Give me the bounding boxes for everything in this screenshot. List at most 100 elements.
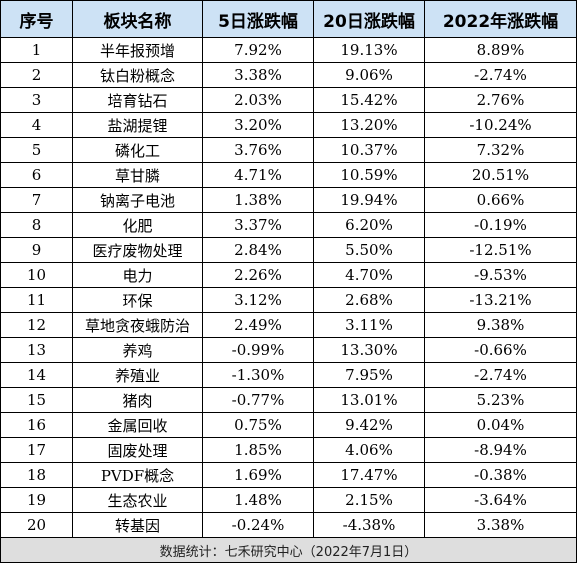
change-20day-cell: 5.50% <box>313 237 425 263</box>
sector-name-cell: 钛白粉概念 <box>72 62 203 88</box>
change-20day-cell: 6.20% <box>313 212 425 238</box>
sector-name-cell: 草地贪夜蛾防治 <box>72 312 203 338</box>
row-index-cell: 8 <box>0 212 73 238</box>
row-index-cell: 12 <box>0 312 73 338</box>
change-20day-cell: 15.42% <box>313 87 425 113</box>
header-20day-change: 20日涨跌幅 <box>313 0 425 38</box>
change-2022-cell: -13.21% <box>424 287 577 313</box>
change-5day-cell: 4.71% <box>202 162 314 188</box>
change-20day-cell: 13.30% <box>313 337 425 363</box>
row-index-cell: 7 <box>0 187 73 213</box>
change-20day-cell: 7.95% <box>313 362 425 388</box>
sector-name-cell: 盐湖提锂 <box>72 112 203 138</box>
sector-name-cell: 金属回收 <box>72 412 203 438</box>
change-2022-cell: 5.23% <box>424 387 577 413</box>
change-20day-cell: 17.47% <box>313 462 425 488</box>
change-5day-cell: 0.75% <box>202 412 314 438</box>
row-index-cell: 17 <box>0 437 73 463</box>
table-row: 9 医疗废物处理 2.84% 5.50% -12.51% <box>0 237 577 263</box>
change-5day-cell: 3.76% <box>202 137 314 163</box>
change-5day-cell: 3.12% <box>202 287 314 313</box>
row-index-cell: 6 <box>0 162 73 188</box>
row-index-cell: 3 <box>0 87 73 113</box>
row-index-cell: 18 <box>0 462 73 488</box>
change-20day-cell: 13.01% <box>313 387 425 413</box>
table-row: 6 草甘膦 4.71% 10.59% 20.51% <box>0 162 577 188</box>
change-5day-cell: 3.38% <box>202 62 314 88</box>
table-row: 20 转基因 -0.24% -4.38% 3.38% <box>0 512 577 538</box>
table-row: 7 钠离子电池 1.38% 19.94% 0.66% <box>0 187 577 213</box>
sector-name-cell: 养殖业 <box>72 362 203 388</box>
table-row: 17 固废处理 1.85% 4.06% -8.94% <box>0 437 577 463</box>
table-row: 14 养殖业 -1.30% 7.95% -2.74% <box>0 362 577 388</box>
row-index-cell: 15 <box>0 387 73 413</box>
change-5day-cell: 1.69% <box>202 462 314 488</box>
header-row: 序号 板块名称 5日涨跌幅 20日涨跌幅 2022年涨跌幅 <box>0 0 577 38</box>
row-index-cell: 9 <box>0 237 73 263</box>
sector-name-cell: 生态农业 <box>72 487 203 513</box>
sector-name-cell: 培育钻石 <box>72 87 203 113</box>
table-row: 1 半年报预增 7.92% 19.13% 8.89% <box>0 37 577 63</box>
change-5day-cell: -1.30% <box>202 362 314 388</box>
change-20day-cell: 19.94% <box>313 187 425 213</box>
change-2022-cell: 8.89% <box>424 37 577 63</box>
sector-name-cell: 固废处理 <box>72 437 203 463</box>
change-5day-cell: 2.49% <box>202 312 314 338</box>
change-20day-cell: 3.11% <box>313 312 425 338</box>
change-5day-cell: -0.99% <box>202 337 314 363</box>
change-5day-cell: 2.03% <box>202 87 314 113</box>
row-index-cell: 1 <box>0 37 73 63</box>
change-20day-cell: 2.15% <box>313 487 425 513</box>
sector-name-cell: 医疗废物处理 <box>72 237 203 263</box>
footer-row: 数据统计：七禾研究中心（2022年7月1日） <box>0 537 577 563</box>
row-index-cell: 2 <box>0 62 73 88</box>
table-row: 3 培育钻石 2.03% 15.42% 2.76% <box>0 87 577 113</box>
sector-name-cell: 磷化工 <box>72 137 203 163</box>
change-2022-cell: -3.64% <box>424 487 577 513</box>
sector-name-cell: 半年报预增 <box>72 37 203 63</box>
table-row: 18 PVDF概念 1.69% 17.47% -0.38% <box>0 462 577 488</box>
change-20day-cell: 10.37% <box>313 137 425 163</box>
change-2022-cell: 0.66% <box>424 187 577 213</box>
table-body: 1 半年报预增 7.92% 19.13% 8.89% 2 钛白粉概念 3.38% 9.06% -2… <box>0 37 577 538</box>
change-5day-cell: 1.48% <box>202 487 314 513</box>
change-2022-cell: -10.24% <box>424 112 577 138</box>
change-20day-cell: -4.38% <box>313 512 425 538</box>
row-index-cell: 4 <box>0 112 73 138</box>
row-index-cell: 13 <box>0 337 73 363</box>
change-2022-cell: -12.51% <box>424 237 577 263</box>
header-index: 序号 <box>0 0 73 38</box>
change-5day-cell: 3.37% <box>202 212 314 238</box>
change-5day-cell: 1.85% <box>202 437 314 463</box>
sector-name-cell: 转基因 <box>72 512 203 538</box>
row-index-cell: 16 <box>0 412 73 438</box>
change-2022-cell: 20.51% <box>424 162 577 188</box>
change-20day-cell: 4.70% <box>313 262 425 288</box>
change-20day-cell: 2.68% <box>313 287 425 313</box>
sector-name-cell: 草甘膦 <box>72 162 203 188</box>
table-row: 15 猪肉 -0.77% 13.01% 5.23% <box>0 387 577 413</box>
change-2022-cell: 0.04% <box>424 412 577 438</box>
sector-name-cell: 猪肉 <box>72 387 203 413</box>
change-2022-cell: -0.38% <box>424 462 577 488</box>
change-20day-cell: 9.42% <box>313 412 425 438</box>
change-5day-cell: 2.26% <box>202 262 314 288</box>
sector-name-cell: 电力 <box>72 262 203 288</box>
change-5day-cell: 2.84% <box>202 237 314 263</box>
change-2022-cell: 9.38% <box>424 312 577 338</box>
sector-name-cell: 环保 <box>72 287 203 313</box>
change-2022-cell: -9.53% <box>424 262 577 288</box>
table-row: 19 生态农业 1.48% 2.15% -3.64% <box>0 487 577 513</box>
change-2022-cell: -8.94% <box>424 437 577 463</box>
source-note: 数据统计：七禾研究中心（2022年7月1日） <box>0 537 577 563</box>
table-row: 11 环保 3.12% 2.68% -13.21% <box>0 287 577 313</box>
change-20day-cell: 13.20% <box>313 112 425 138</box>
change-5day-cell: 1.38% <box>202 187 314 213</box>
change-2022-cell: 3.38% <box>424 512 577 538</box>
sector-name-cell: 钠离子电池 <box>72 187 203 213</box>
table-row: 13 养鸡 -0.99% 13.30% -0.66% <box>0 337 577 363</box>
change-2022-cell: -2.74% <box>424 362 577 388</box>
row-index-cell: 5 <box>0 137 73 163</box>
change-20day-cell: 4.06% <box>313 437 425 463</box>
